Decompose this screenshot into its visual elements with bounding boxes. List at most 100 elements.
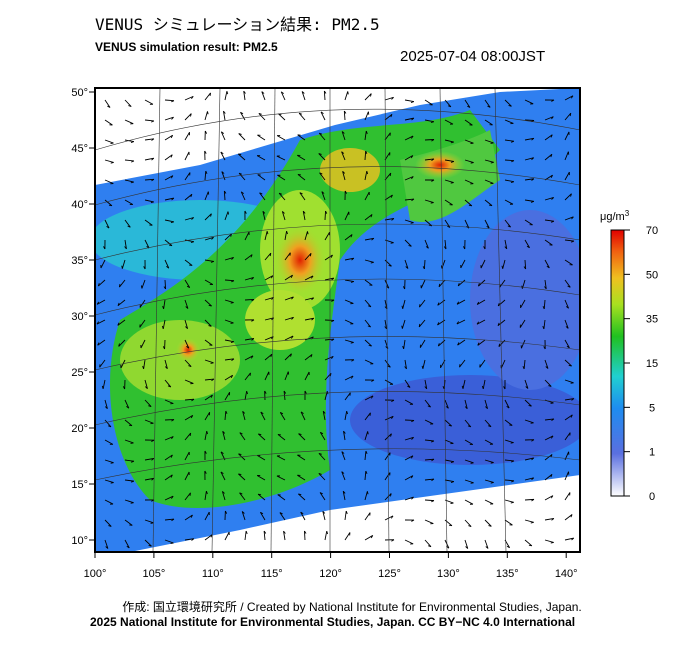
- wind-arrow: [444, 519, 453, 527]
- wind-arrow-head: [437, 322, 440, 326]
- wind-arrow: [480, 259, 486, 269]
- wind-arrow-head: [464, 406, 468, 410]
- wind-arrow-head: [186, 346, 190, 349]
- wind-arrow-head: [467, 105, 471, 108]
- wind-arrow: [221, 171, 226, 181]
- wind-arrow-head: [350, 281, 355, 283]
- wind-arrow-head: [485, 546, 489, 549]
- wind-arrow: [484, 99, 491, 108]
- wind-arrow-head: [476, 301, 480, 305]
- wind-arrow-head: [238, 133, 242, 135]
- wind-arrow-head: [456, 321, 460, 325]
- wind-arrow-head: [320, 111, 324, 115]
- wind-arrow: [244, 355, 254, 361]
- wind-arrow-head: [242, 411, 246, 414]
- wind-arrow-head: [548, 385, 552, 387]
- wind-arrow-head: [431, 440, 435, 443]
- wind-arrow-head: [223, 190, 227, 194]
- wind-arrow-head: [238, 473, 242, 476]
- wind-arrow-head: [191, 217, 194, 220]
- wind-arrow: [304, 297, 314, 301]
- wind-arrow-head: [190, 415, 194, 419]
- wind-arrow-head: [481, 385, 484, 389]
- wind-arrow: [144, 199, 154, 203]
- wind-arrow: [498, 339, 506, 347]
- wind-arrow-head: [311, 297, 315, 301]
- wind-arrow-head: [204, 470, 207, 474]
- wind-arrow-head: [424, 386, 428, 390]
- wind-arrow-head: [367, 325, 371, 328]
- wind-arrow-head: [570, 193, 572, 197]
- wind-arrow: [544, 219, 554, 222]
- wind-arrow-head: [264, 390, 267, 394]
- wind-arrow-head: [501, 265, 504, 269]
- wind-arrow-head: [151, 178, 155, 182]
- wind-arrow-head: [151, 458, 155, 461]
- wind-arrow: [324, 355, 334, 361]
- wind-arrow-head: [130, 181, 134, 184]
- wind-arrow: [164, 518, 174, 521]
- wind-arrow: [344, 532, 351, 541]
- wind-arrow: [164, 259, 170, 269]
- wind-arrow: [484, 199, 493, 206]
- wind-arrow: [404, 239, 412, 247]
- wind-arrow: [284, 274, 293, 281]
- wind-arrow-head: [220, 151, 224, 155]
- lon-labels: 100° 105° 110° 115° 120° 125° 130° 135° 140°: [84, 552, 578, 580]
- wind-arrow: [124, 159, 134, 162]
- wind-arrow-head: [351, 359, 355, 362]
- wind-arrow: [419, 299, 426, 308]
- wind-arrow-head: [282, 211, 285, 214]
- wind-arrow: [464, 399, 468, 409]
- wind-arrow: [504, 219, 511, 228]
- wind-arrow: [240, 111, 246, 121]
- wind-arrow-head: [189, 432, 192, 437]
- wind-arrow-head: [224, 510, 228, 514]
- wind-arrow: [364, 535, 373, 541]
- wind-arrow: [164, 495, 174, 501]
- wind-arrow: [276, 135, 286, 141]
- wind-arrow: [184, 432, 192, 441]
- wind-arrow: [344, 234, 353, 241]
- wind-arrow: [444, 439, 454, 444]
- wind-arrow-head: [151, 120, 155, 123]
- wind-arrow: [564, 171, 570, 181]
- wind-arrow: [457, 339, 466, 346]
- wind-arrow-head: [204, 150, 207, 154]
- wind-arrow-head: [528, 544, 532, 547]
- wind-arrow: [344, 211, 350, 221]
- wind-arrow-head: [258, 493, 262, 496]
- wind-arrow-head: [250, 254, 253, 258]
- wind-arrow-head: [350, 234, 353, 238]
- wind-arrow: [524, 239, 530, 248]
- wind-arrow: [424, 439, 434, 442]
- wind-arrow-head: [450, 161, 455, 163]
- wind-arrow-head: [468, 525, 472, 527]
- wind-arrow-head: [210, 213, 212, 217]
- wind-arrow-head: [390, 493, 392, 497]
- wind-arrow-head: [450, 182, 454, 184]
- wind-arrow-head: [401, 305, 404, 309]
- wind-arrow: [260, 512, 266, 521]
- wind-arrow-head: [170, 474, 173, 478]
- wind-arrow: [144, 239, 150, 249]
- wind-arrow: [459, 359, 466, 368]
- wind-arrow: [564, 193, 572, 201]
- wind-arrow: [462, 379, 466, 389]
- wind-arrow: [524, 259, 527, 270]
- wind-arrow: [524, 178, 534, 181]
- wind-arrow-head: [390, 194, 393, 198]
- wind-arrow-head: [430, 202, 434, 204]
- wind-arrow-head: [142, 365, 145, 370]
- wind-arrow: [564, 514, 573, 521]
- wind-arrow-head: [230, 375, 234, 379]
- wind-arrow-head: [511, 160, 515, 163]
- wind-arrow: [404, 436, 414, 441]
- wind-arrow: [224, 339, 234, 343]
- wind-arrow: [204, 394, 213, 401]
- wind-arrow-head: [171, 436, 174, 440]
- wind-arrow-head: [238, 453, 242, 456]
- wind-arrow-head: [191, 398, 195, 402]
- wind-arrow-head: [431, 478, 435, 482]
- wind-arrow: [297, 154, 306, 161]
